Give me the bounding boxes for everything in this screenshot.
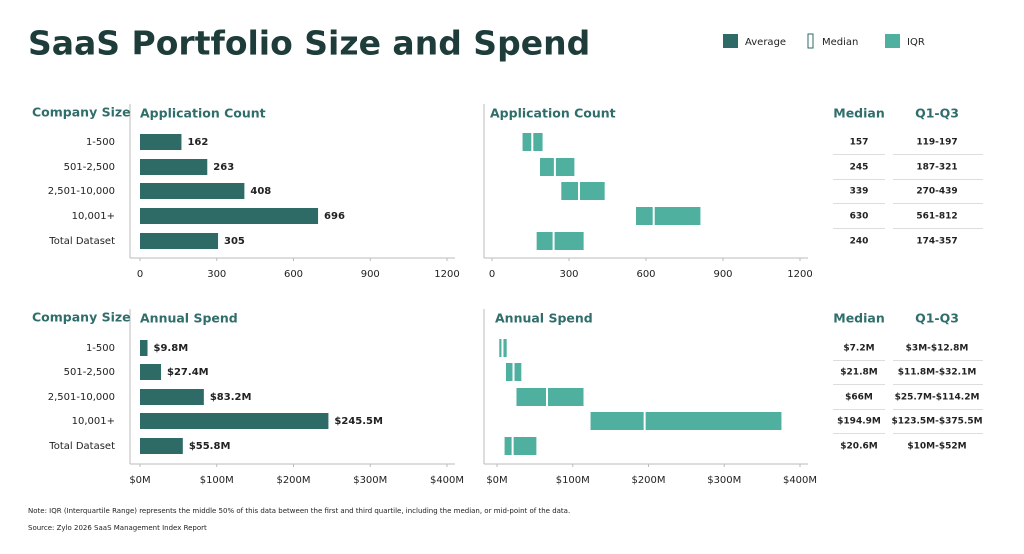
legend-swatch	[723, 34, 738, 48]
panel-title: Annual Spend	[495, 311, 593, 326]
median-cell: $20.6M	[840, 442, 877, 452]
legend-swatch	[885, 34, 900, 48]
bar	[140, 183, 245, 199]
x-tick-label: $400M	[430, 475, 464, 486]
x-tick-label: $0M	[129, 475, 150, 486]
x-tick-label: 600	[284, 269, 303, 280]
median-cell: 157	[850, 138, 869, 148]
x-tick-label: $200M	[276, 475, 310, 486]
category-label: 10,001+	[72, 416, 115, 427]
x-tick-label: 1200	[787, 269, 812, 280]
iqr-bar	[590, 412, 782, 430]
x-tick-label: $100M	[200, 475, 234, 486]
value-label: 696	[324, 211, 345, 222]
category-label: 501-2,500	[64, 367, 115, 378]
x-tick-label: 600	[636, 269, 655, 280]
x-tick-label: 0	[137, 269, 143, 280]
table-header: Median	[833, 106, 884, 121]
value-label: 162	[187, 137, 208, 148]
source: Source: Zylo 2026 SaaS Management Index …	[28, 524, 207, 532]
category-label: 501-2,500	[64, 162, 115, 173]
bar	[140, 134, 182, 150]
range-cell: $25.7M-$114.2M	[895, 393, 980, 403]
panel-title: Application Count	[140, 106, 266, 121]
bar	[140, 340, 148, 356]
legend-label: Median	[822, 37, 858, 48]
value-label: 305	[224, 236, 245, 247]
iqr-bar	[561, 182, 605, 200]
iqr-bar	[539, 158, 575, 176]
range-cell: 119-197	[916, 138, 957, 148]
iqr-bar	[536, 232, 584, 250]
x-tick-label: $100M	[556, 475, 590, 486]
bar	[140, 438, 183, 454]
legend-swatch	[807, 33, 814, 49]
category-label: 1-500	[86, 137, 115, 148]
x-tick-label: $200M	[631, 475, 665, 486]
range-cell: 270-439	[916, 187, 957, 197]
iqr-bar	[635, 207, 701, 225]
note: Note: IQR (Interquartile Range) represen…	[28, 507, 570, 515]
page-title: SaaS Portfolio Size and Spend	[28, 24, 590, 63]
range-cell: $123.5M-$375.5M	[891, 417, 982, 427]
value-label: 408	[250, 186, 271, 197]
median-cell: $7.2M	[843, 344, 874, 354]
median-cell: $194.9M	[837, 417, 881, 427]
panel-title: Application Count	[490, 106, 616, 121]
x-tick-label: $300M	[707, 475, 741, 486]
median-cell: 240	[850, 237, 869, 247]
value-label: $55.8M	[189, 441, 231, 452]
x-tick-label: 900	[361, 269, 380, 280]
median-cell: $66M	[845, 393, 873, 403]
median-cell: 245	[850, 163, 869, 173]
bar	[140, 413, 329, 429]
range-cell: $11.8M-$32.1M	[898, 368, 977, 378]
x-tick-label: $400M	[783, 475, 817, 486]
range-cell: 561-812	[916, 212, 957, 222]
range-cell: $3M-$12.8M	[906, 344, 969, 354]
median-cell: $21.8M	[840, 368, 877, 378]
x-tick-label: 300	[207, 269, 226, 280]
range-cell: $10M-$52M	[907, 442, 966, 452]
category-header: Company Size	[32, 310, 131, 325]
category-label: 2,501-10,000	[48, 186, 115, 197]
range-cell: 174-357	[916, 237, 957, 247]
category-label: Total Dataset	[48, 441, 115, 452]
iqr-bar	[516, 388, 584, 406]
bar	[140, 233, 219, 249]
value-label: $83.2M	[210, 392, 252, 403]
iqr-bar	[504, 437, 537, 455]
category-label: 10,001+	[72, 211, 115, 222]
median-cell: 630	[850, 212, 869, 222]
table-header: Median	[833, 311, 884, 326]
x-tick-label: $300M	[353, 475, 387, 486]
bar	[140, 159, 208, 175]
median-cell: 339	[850, 187, 869, 197]
value-label: $27.4M	[167, 367, 209, 378]
x-tick-label: 300	[559, 269, 578, 280]
value-label: $9.8M	[154, 343, 189, 354]
x-tick-label: $0M	[486, 475, 507, 486]
x-tick-label: 1200	[434, 269, 459, 280]
bar	[140, 364, 162, 380]
value-label: $245.5M	[334, 416, 383, 427]
category-label: 2,501-10,000	[48, 392, 115, 403]
legend-label: Average	[745, 37, 786, 48]
bar	[140, 208, 319, 224]
x-tick-label: 0	[489, 269, 495, 280]
range-cell: 187-321	[916, 163, 957, 173]
category-header: Company Size	[32, 105, 131, 120]
category-label: 1-500	[86, 343, 115, 354]
panel-title: Annual Spend	[140, 311, 238, 326]
table-header: Q1-Q3	[915, 311, 959, 326]
table-header: Q1-Q3	[915, 106, 959, 121]
x-tick-label: 900	[713, 269, 732, 280]
bar	[140, 389, 204, 405]
legend-label: IQR	[907, 37, 925, 48]
value-label: 263	[213, 162, 234, 173]
category-label: Total Dataset	[48, 236, 115, 247]
